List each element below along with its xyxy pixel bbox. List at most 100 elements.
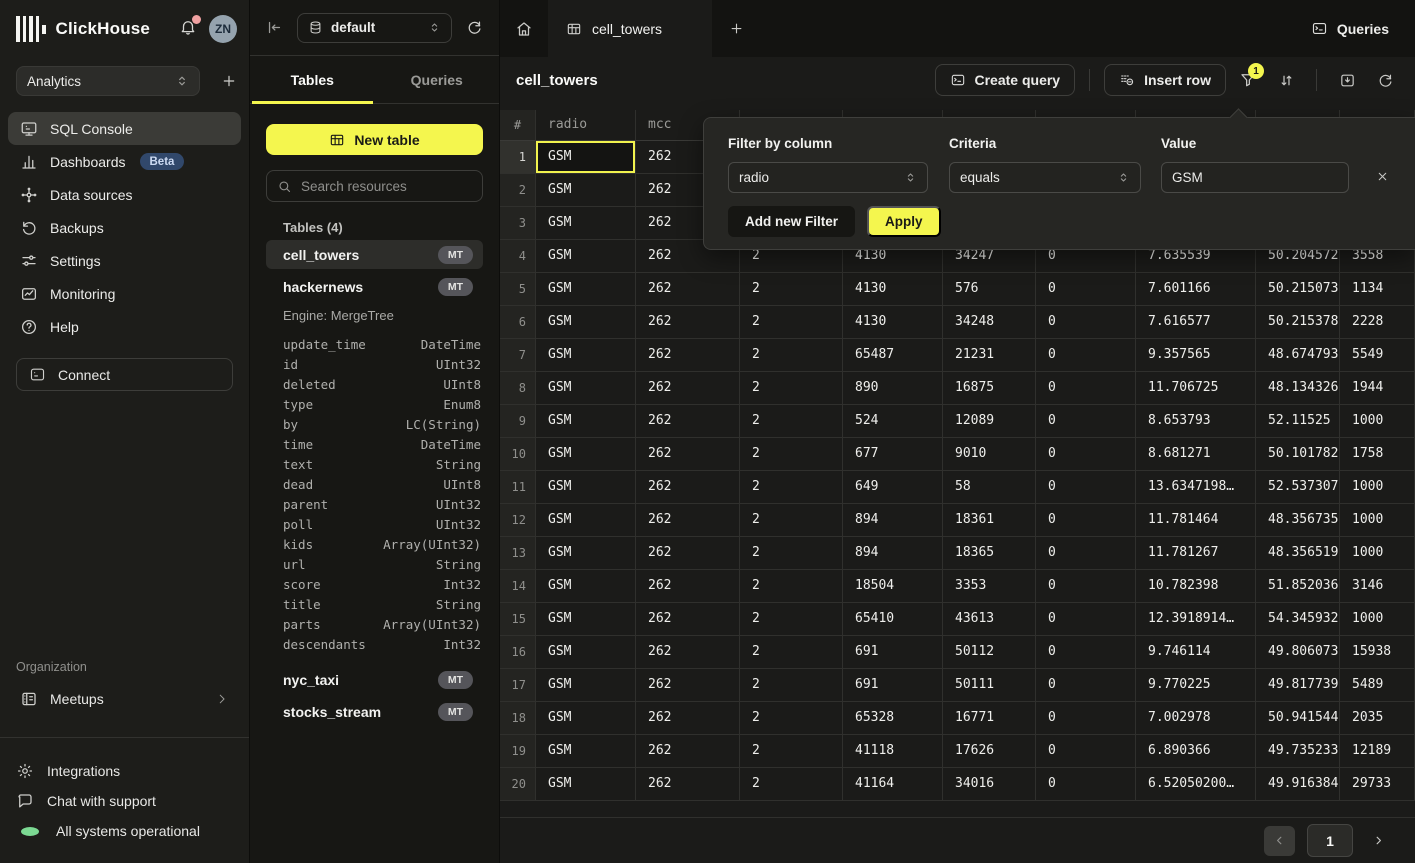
table-cell[interactable]: 1000	[1340, 405, 1415, 438]
apply-filter-button[interactable]: Apply	[867, 206, 941, 237]
sidebar-item-backups[interactable]: Backups	[8, 211, 241, 244]
table-cell[interactable]: 41164	[843, 768, 943, 801]
table-cell[interactable]: 262	[636, 306, 740, 339]
table-cell[interactable]: 5549	[1340, 339, 1415, 372]
table-cell[interactable]: 262	[636, 570, 740, 603]
table-cell[interactable]: 9.746114	[1136, 636, 1256, 669]
table-cell[interactable]: 41118	[843, 735, 943, 768]
row-number[interactable]: 17	[500, 669, 536, 702]
table-cell[interactable]: 2	[740, 471, 843, 504]
table-cell[interactable]: 50.204572	[1256, 240, 1340, 273]
table-cell[interactable]: 0	[1036, 504, 1136, 537]
table-cell[interactable]: 65410	[843, 603, 943, 636]
row-number[interactable]: 18	[500, 702, 536, 735]
row-number[interactable]: 19	[500, 735, 536, 768]
table-cell[interactable]: 13.6347198…	[1136, 471, 1256, 504]
sidebar-item-help[interactable]: Help	[8, 310, 241, 343]
row-number[interactable]: 3	[500, 207, 536, 240]
table-cell[interactable]: 4130	[843, 306, 943, 339]
table-cell[interactable]: 18504	[843, 570, 943, 603]
table-cell[interactable]: 9.357565	[1136, 339, 1256, 372]
table-cell[interactable]: 2	[740, 537, 843, 570]
table-cell[interactable]: 0	[1036, 636, 1136, 669]
table-cell[interactable]: 6.890366	[1136, 735, 1256, 768]
table-cell[interactable]: 15938	[1340, 636, 1415, 669]
new-table-button[interactable]: New table	[266, 124, 483, 155]
table-cell[interactable]: 21231	[943, 339, 1036, 372]
table-cell[interactable]: 34016	[943, 768, 1036, 801]
table-cell[interactable]: GSM	[536, 372, 636, 405]
row-number[interactable]: 5	[500, 273, 536, 306]
table-cell[interactable]: 43613	[943, 603, 1036, 636]
export-button[interactable]	[1331, 64, 1363, 96]
row-number[interactable]: 10	[500, 438, 536, 471]
table-cell[interactable]: 49.735233	[1256, 735, 1340, 768]
queries-button[interactable]: Queries	[1311, 0, 1415, 57]
table-cell[interactable]: 262	[636, 405, 740, 438]
table-cell[interactable]: 18365	[943, 537, 1036, 570]
tab-queries[interactable]: Queries	[410, 71, 463, 88]
table-cell[interactable]: GSM	[536, 174, 636, 207]
table-cell[interactable]: 11.781267	[1136, 537, 1256, 570]
table-cell[interactable]: 50.215073	[1256, 273, 1340, 306]
table-cell[interactable]: 49.916384	[1256, 768, 1340, 801]
next-page-button[interactable]	[1365, 826, 1391, 856]
table-cell[interactable]: 0	[1036, 372, 1136, 405]
table-cell[interactable]: 5489	[1340, 669, 1415, 702]
table-cell[interactable]: 0	[1036, 669, 1136, 702]
row-number[interactable]: 7	[500, 339, 536, 372]
table-cell[interactable]: 50.941544	[1256, 702, 1340, 735]
table-cell[interactable]: 0	[1036, 603, 1136, 636]
refresh-button[interactable]	[1369, 64, 1401, 96]
org-item-meetups[interactable]: Meetups	[8, 682, 241, 716]
table-cell[interactable]: 1134	[1340, 273, 1415, 306]
table-cell[interactable]: 3353	[943, 570, 1036, 603]
table-cell[interactable]: 3146	[1340, 570, 1415, 603]
home-button[interactable]	[500, 0, 548, 57]
sidebar-item-data-sources[interactable]: Data sources	[8, 178, 241, 211]
table-cell[interactable]: 2	[740, 504, 843, 537]
collapse-panel-icon[interactable]	[266, 19, 283, 36]
table-cell[interactable]: 9010	[943, 438, 1036, 471]
table-cell[interactable]: 18361	[943, 504, 1036, 537]
footer-item-status[interactable]: All systems operational	[16, 816, 241, 846]
table-cell[interactable]: 34247	[943, 240, 1036, 273]
table-cell[interactable]: 0	[1036, 240, 1136, 273]
table-cell[interactable]: 2	[740, 570, 843, 603]
table-cell[interactable]: 0	[1036, 570, 1136, 603]
filter-value-field[interactable]	[1161, 162, 1349, 193]
table-cell[interactable]: 58	[943, 471, 1036, 504]
table-cell[interactable]: GSM	[536, 339, 636, 372]
table-cell[interactable]: 262	[636, 636, 740, 669]
add-new-filter-button[interactable]: Add new Filter	[728, 206, 856, 237]
table-item-nyc_taxi[interactable]: nyc_taxi MT	[266, 665, 483, 694]
table-cell[interactable]: 1000	[1340, 504, 1415, 537]
row-number[interactable]: 2	[500, 174, 536, 207]
close-filter-icon[interactable]	[1376, 170, 1389, 183]
table-cell[interactable]: 12.3918914…	[1136, 603, 1256, 636]
sidebar-item-dashboards[interactable]: Dashboards Beta	[8, 145, 241, 178]
table-cell[interactable]: 48.134326	[1256, 372, 1340, 405]
table-cell[interactable]: 262	[636, 471, 740, 504]
table-cell[interactable]: 262	[636, 669, 740, 702]
row-number[interactable]: 20	[500, 768, 536, 801]
table-cell[interactable]: 2	[740, 405, 843, 438]
sidebar-item-settings[interactable]: Settings	[8, 244, 241, 277]
table-cell[interactable]: 2	[740, 438, 843, 471]
table-cell[interactable]: GSM	[536, 504, 636, 537]
table-cell[interactable]: GSM	[536, 207, 636, 240]
table-cell[interactable]: 12189	[1340, 735, 1415, 768]
table-cell[interactable]: 262	[636, 438, 740, 471]
filter-criteria-select[interactable]: equals	[949, 162, 1141, 193]
table-cell[interactable]: 2	[740, 735, 843, 768]
filter-column-select[interactable]: radio	[728, 162, 928, 193]
table-cell[interactable]: 0	[1036, 471, 1136, 504]
table-cell[interactable]: 2	[740, 603, 843, 636]
sidebar-item-monitoring[interactable]: Monitoring	[8, 277, 241, 310]
table-cell[interactable]: GSM	[536, 702, 636, 735]
table-cell[interactable]: 7.601166	[1136, 273, 1256, 306]
table-cell[interactable]: 691	[843, 636, 943, 669]
table-cell[interactable]: 7.002978	[1136, 702, 1256, 735]
table-cell[interactable]: 50112	[943, 636, 1036, 669]
table-cell[interactable]: 2035	[1340, 702, 1415, 735]
